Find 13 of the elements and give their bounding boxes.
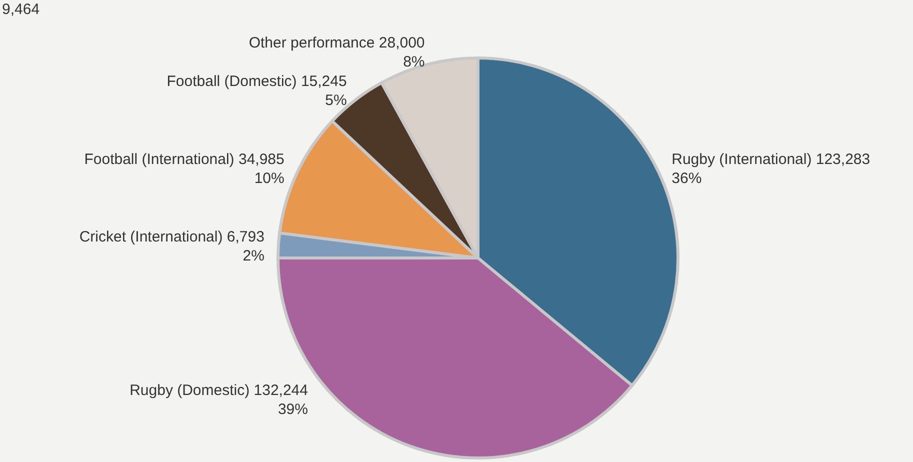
data-label: 36%	[672, 170, 702, 187]
data-label: 39%	[278, 401, 308, 418]
slice-label: Football (International) 34,985	[84, 150, 284, 168]
slice-label: Rugby (Domestic) 132,244	[130, 382, 308, 399]
data-label: 5%	[325, 92, 347, 109]
data-label: 8%	[403, 54, 425, 71]
slice-label: Football (Domestic) 15,245	[166, 72, 347, 90]
slice-label: Other performance 28,000	[248, 34, 425, 52]
data-label: 2%	[242, 248, 264, 265]
slice-label: Rugby (International) 123,283	[672, 150, 870, 168]
text: 9,464	[2, 1, 40, 18]
slice-label: Cricket (International) 6,793	[79, 228, 264, 246]
data-label: 10%	[254, 170, 284, 187]
